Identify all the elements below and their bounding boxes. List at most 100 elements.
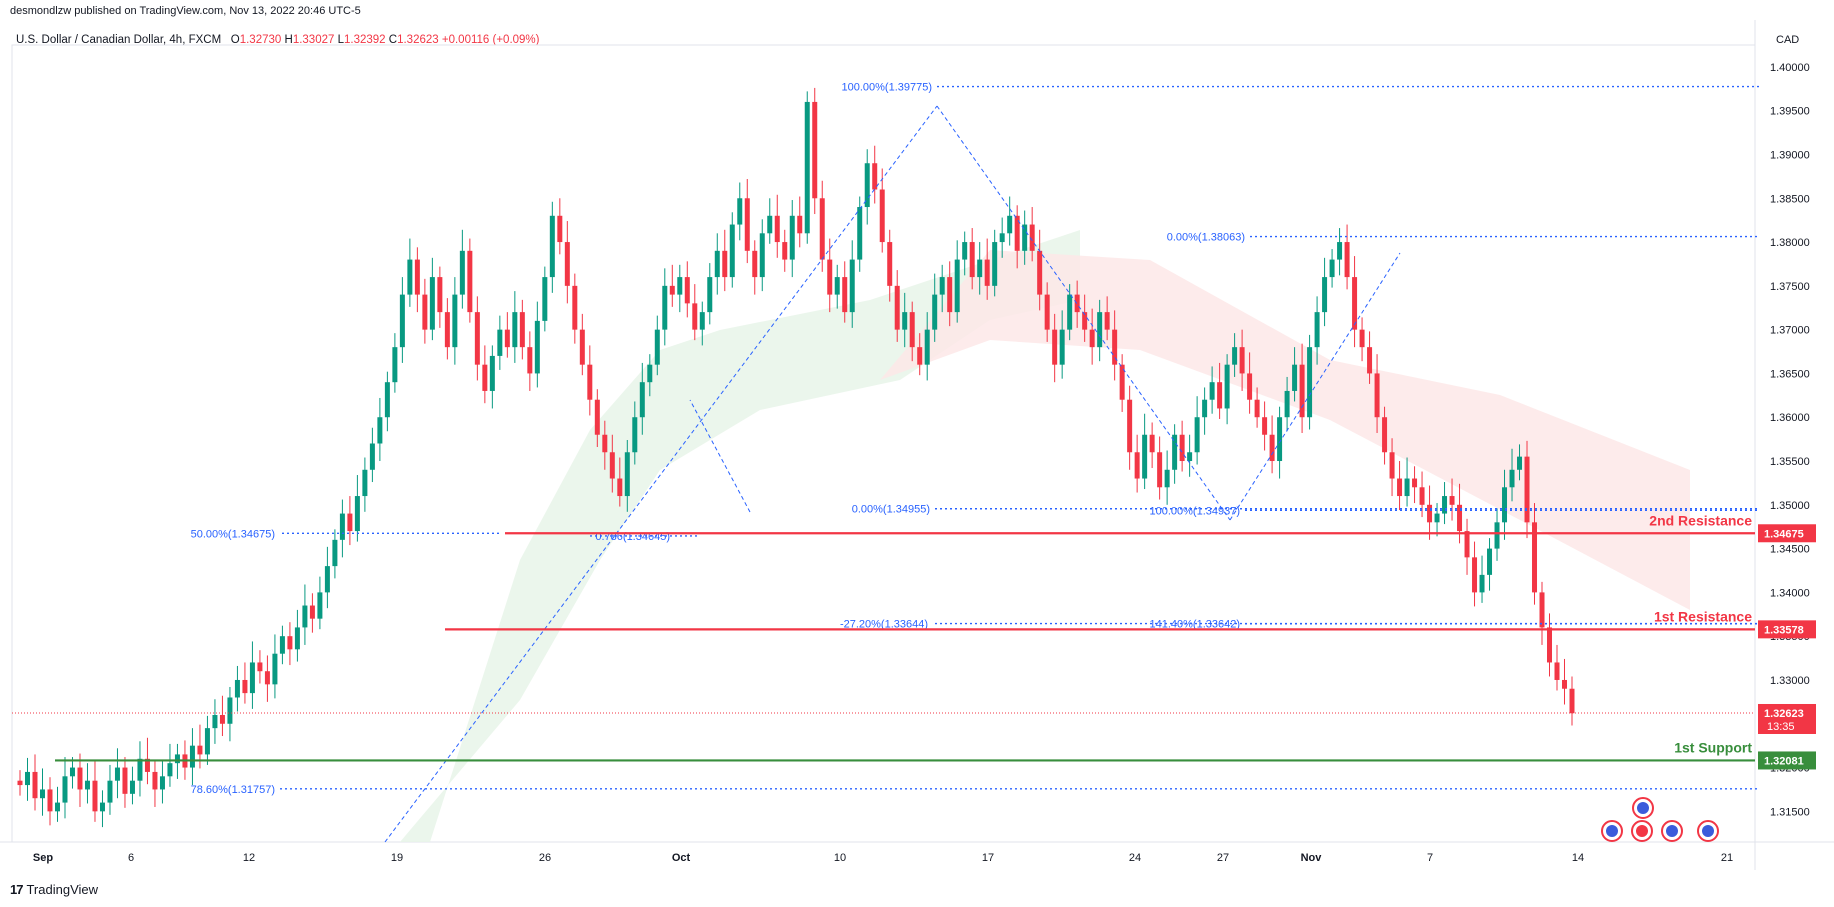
- tradingview-footer[interactable]: 17 TradingView: [10, 882, 98, 897]
- candle-body: [444, 312, 450, 348]
- us-flag-event-icon[interactable]: [1697, 820, 1719, 842]
- candle-body: [362, 469, 368, 497]
- candle-body: [924, 329, 930, 365]
- candle-body: [909, 312, 915, 348]
- candle-body: [204, 728, 210, 755]
- candle-body: [1502, 487, 1508, 523]
- candle-body: [1539, 592, 1545, 628]
- candle-body: [392, 347, 398, 383]
- candle: [489, 345, 495, 409]
- fib-trend-line: [689, 399, 751, 513]
- candle: [1067, 284, 1073, 341]
- candle: [1502, 469, 1508, 540]
- candle: [272, 634, 278, 699]
- candle: [1299, 343, 1305, 433]
- candle: [1194, 396, 1200, 465]
- candle: [384, 371, 390, 432]
- us-flag-event-icon[interactable]: [1601, 820, 1623, 842]
- candle-body: [827, 259, 833, 295]
- candle: [444, 298, 450, 360]
- x-tick-label: 24: [1129, 852, 1141, 864]
- candle-body: [339, 513, 345, 540]
- candle-body: [107, 780, 113, 803]
- symbol-name[interactable]: U.S. Dollar / Canadian Dollar, 4h, FXCM: [16, 34, 222, 46]
- symbol-legend[interactable]: U.S. Dollar / Canadian Dollar, 4h, FXCM …: [16, 34, 540, 46]
- candle-body: [1247, 373, 1253, 400]
- candle: [527, 331, 533, 391]
- x-tick-label: 7: [1427, 852, 1433, 864]
- candle: [234, 665, 240, 712]
- us-flag-event-icon[interactable]: [1661, 820, 1683, 842]
- candle: [542, 266, 548, 332]
- candle-body: [69, 767, 75, 777]
- candle-body: [122, 767, 128, 794]
- candle-body: [542, 277, 548, 321]
- candle: [549, 201, 555, 293]
- fib-level-label: 100.00%(1.39775): [841, 82, 932, 94]
- event-icon-fill: [1636, 825, 1648, 837]
- candle: [227, 686, 233, 742]
- candle: [1172, 424, 1178, 484]
- candle-body: [894, 285, 900, 330]
- candle: [939, 264, 945, 313]
- candle: [189, 728, 195, 786]
- candle-body: [369, 443, 375, 470]
- candle-body: [887, 242, 893, 286]
- y-tick-label: 1.36500: [1770, 368, 1810, 380]
- candle: [62, 757, 68, 819]
- x-tick-label: 21: [1721, 852, 1733, 864]
- candle-body: [692, 303, 698, 330]
- candle-body: [279, 636, 285, 654]
- candle: [1509, 448, 1515, 502]
- candle: [1187, 434, 1193, 477]
- us-flag-event-icon[interactable]: [1632, 797, 1654, 819]
- y-tick-label: 1.34500: [1770, 544, 1810, 556]
- candle-body: [174, 754, 180, 764]
- canada-flag-event-icon[interactable]: [1631, 820, 1653, 842]
- candle-body: [257, 662, 263, 672]
- candle: [519, 299, 525, 360]
- candle-body: [1532, 522, 1538, 593]
- candle-body: [302, 605, 308, 628]
- candle: [932, 273, 938, 342]
- level-price-tag-text: 1.34675: [1764, 528, 1804, 540]
- candle-body: [212, 715, 218, 729]
- candle: [1097, 299, 1103, 362]
- candle-body: [1142, 434, 1148, 479]
- candle: [984, 238, 990, 300]
- candle: [632, 401, 638, 465]
- ohlc-close-value: 1.32623: [397, 34, 439, 46]
- candle-body: [1404, 478, 1410, 497]
- candle-body: [864, 163, 870, 208]
- candle: [992, 229, 998, 297]
- candle-body: [1232, 347, 1238, 365]
- candle-body: [1037, 250, 1043, 295]
- x-tick-label: Sep: [33, 852, 53, 864]
- candle: [129, 766, 135, 805]
- candle-body: [819, 198, 825, 260]
- candle-body: [1052, 329, 1058, 365]
- candle-body: [737, 198, 743, 225]
- y-tick-label: 1.35000: [1770, 500, 1810, 512]
- candle-body: [272, 653, 278, 685]
- price-chart[interactable]: 1.40000 1.39500 1.39000 1.38500 1.38000 1.375…: [0, 0, 1834, 880]
- y-tick-label: 1.33000: [1770, 675, 1810, 687]
- candle: [512, 291, 518, 363]
- candle-body: [699, 312, 705, 330]
- candle: [1539, 581, 1545, 645]
- y-tick-label: 1.36000: [1770, 412, 1810, 424]
- publish-info: desmondlzw published on TradingView.com,…: [10, 5, 361, 17]
- y-tick-label: 1.37000: [1770, 325, 1810, 337]
- candle-body: [137, 758, 143, 781]
- candle-body: [497, 329, 503, 356]
- candle-body: [189, 745, 195, 768]
- level-price-tag: 1.32081: [1758, 751, 1816, 770]
- candle: [137, 741, 143, 797]
- level-name: 2nd Resistance: [1649, 512, 1752, 528]
- candle: [1007, 196, 1013, 246]
- y-tick-label: 1.38000: [1770, 237, 1810, 249]
- candle-body: [564, 242, 570, 286]
- candle-body: [1344, 242, 1350, 278]
- candle: [729, 212, 735, 288]
- candle: [534, 301, 540, 388]
